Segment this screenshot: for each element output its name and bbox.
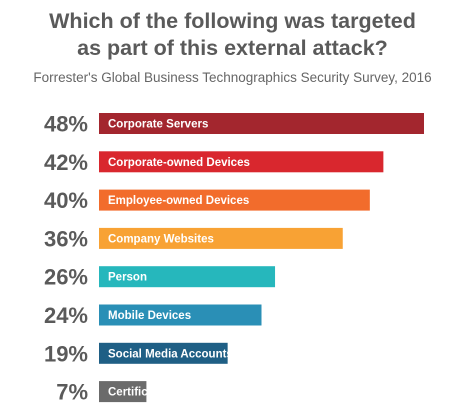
value-label: 24% xyxy=(44,303,88,328)
bar xyxy=(99,381,147,403)
chart-subtitle: Forrester's Global Business Technographi… xyxy=(33,70,432,85)
value-label: 26% xyxy=(44,265,88,290)
bar xyxy=(99,304,262,326)
value-label: 7% xyxy=(56,380,88,405)
bar xyxy=(99,266,276,288)
category-label: Certificates xyxy=(108,387,171,399)
category-label: Employee-owned Devices xyxy=(108,195,249,207)
chart-title-line-1: Which of the following was targeted xyxy=(49,9,416,33)
chart-title-line-2: as part of this external attack? xyxy=(77,36,388,60)
value-label: 40% xyxy=(44,188,88,213)
category-label: Social Media Accounts xyxy=(108,348,233,360)
category-label: Company Websites xyxy=(108,233,214,245)
category-label: Mobile Devices xyxy=(108,310,191,322)
category-label: Corporate-owned Devices xyxy=(108,157,250,169)
bar xyxy=(99,189,370,211)
chart-title: Which of the following was targeted as p… xyxy=(0,8,465,62)
category-label: Corporate Servers xyxy=(108,119,208,131)
bar xyxy=(99,151,384,173)
value-label: 19% xyxy=(44,341,88,366)
bar xyxy=(99,113,424,134)
value-label: 48% xyxy=(44,112,88,137)
value-label: 36% xyxy=(44,226,88,251)
category-label: Person xyxy=(108,272,147,284)
bar xyxy=(99,227,343,249)
bar xyxy=(99,342,228,364)
value-label: 42% xyxy=(44,150,88,175)
